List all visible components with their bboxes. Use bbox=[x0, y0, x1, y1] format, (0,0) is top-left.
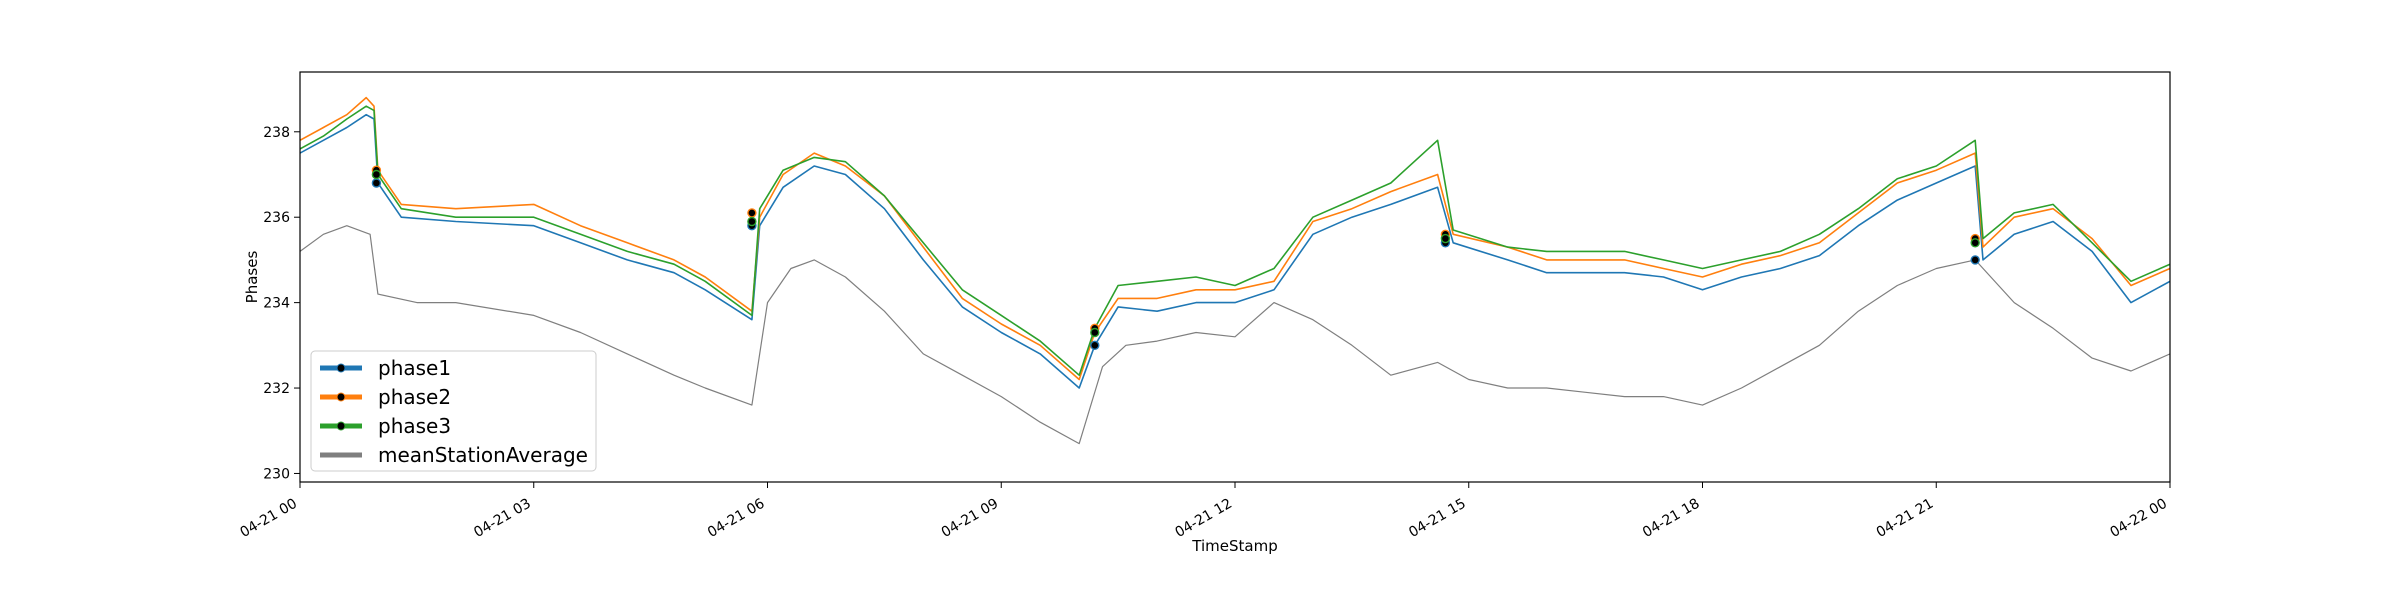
series-layer bbox=[300, 96, 2170, 445]
legend-marker-phase2 bbox=[336, 392, 346, 402]
series-line-phase2 bbox=[300, 96, 2170, 381]
marker-layer bbox=[371, 165, 1980, 350]
x-axis: 04-21 00 04-21 03 04-21 06 04-21 09 04-21 12… bbox=[237, 482, 2171, 541]
y-axis-label: Phases bbox=[243, 251, 261, 304]
y-tick-label: 236 bbox=[263, 210, 290, 226]
legend-label-phase3: phase3 bbox=[378, 414, 451, 438]
marker-phase3-2 bbox=[1090, 327, 1100, 338]
legend: phase1 phase2 phase3 meanStationAverage bbox=[310, 350, 597, 472]
legend-label-phase1: phase1 bbox=[378, 356, 451, 380]
y-tick-label: 238 bbox=[263, 125, 290, 141]
x-tick-label: 04-21 09 bbox=[939, 496, 1002, 541]
x-tick-label: 04-22 00 bbox=[2107, 496, 2170, 541]
marker-phase1-0 bbox=[371, 178, 382, 188]
marker-phase1-4 bbox=[1970, 255, 1980, 265]
series-line-phase1 bbox=[300, 113, 2170, 389]
y-tick-label: 230 bbox=[263, 466, 290, 482]
x-tick-label: 04-21 15 bbox=[1406, 496, 1469, 541]
marker-phase3-4 bbox=[1970, 238, 1980, 248]
marker-phase1-2 bbox=[1090, 340, 1100, 350]
x-tick-label: 04-21 12 bbox=[1172, 496, 1235, 541]
series-line-phase3 bbox=[300, 105, 2170, 377]
marker-phase3-1 bbox=[747, 216, 757, 227]
y-axis: 230 232 234 236 238 bbox=[263, 125, 300, 482]
legend-box bbox=[310, 350, 597, 472]
marker-phase2-1 bbox=[747, 208, 757, 218]
y-tick-label: 232 bbox=[263, 381, 290, 397]
marker-phase3-3 bbox=[1440, 233, 1451, 244]
legend-marker-phase3 bbox=[336, 421, 346, 431]
x-tick-label: 04-21 06 bbox=[705, 496, 768, 541]
x-tick-label: 04-21 18 bbox=[1640, 496, 1703, 541]
x-axis-label: TimeStamp bbox=[1191, 537, 1277, 555]
x-tick-label: 04-21 00 bbox=[237, 496, 300, 541]
legend-label-meanStationAverage: meanStationAverage bbox=[378, 443, 588, 467]
series-line-meanStationAverage bbox=[300, 225, 2170, 445]
x-tick-label: 04-21 03 bbox=[471, 496, 534, 541]
legend-label-phase2: phase2 bbox=[378, 385, 451, 409]
legend-marker-phase1 bbox=[336, 363, 346, 373]
y-tick-label: 234 bbox=[263, 296, 290, 312]
marker-phase3-0 bbox=[371, 169, 382, 180]
x-tick-label: 04-21 21 bbox=[1874, 496, 1937, 541]
